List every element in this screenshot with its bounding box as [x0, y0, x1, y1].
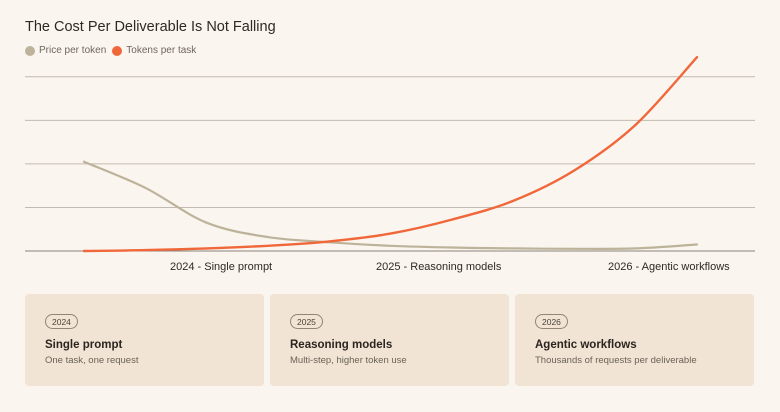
legend-label-tokens: Tokens per task	[126, 45, 197, 56]
x-tick-label-2026: 2026 - Agentic workflows	[608, 261, 730, 273]
series-line-price-per-token	[82, 160, 699, 250]
card-subtitle: Multi-step, higher token use	[290, 355, 407, 366]
year-badge: 2024	[45, 314, 78, 329]
chart-legend: Price per token Tokens per task	[25, 45, 202, 56]
stage-card-2026: 2026 Agentic workflows Thousands of requ…	[515, 294, 754, 386]
card-title: Agentic workflows	[535, 339, 637, 351]
legend-swatch-tokens	[112, 45, 123, 56]
series-line-tokens-per-task	[82, 56, 699, 253]
year-badge: 2026	[535, 314, 568, 329]
year-badge: 2025	[290, 314, 323, 329]
card-title: Reasoning models	[290, 339, 393, 351]
card-subtitle: One task, one request	[45, 355, 139, 366]
chart-title: The Cost Per Deliverable Is Not Falling	[25, 19, 276, 35]
legend-label-price: Price per token	[39, 45, 107, 56]
stage-card-2024: 2024 Single prompt One task, one request	[25, 294, 264, 386]
legend-item-tokens: Tokens per task	[112, 45, 196, 56]
card-subtitle: Thousands of requests per deliverable	[535, 355, 697, 366]
legend-swatch-price	[25, 45, 35, 56]
line-chart	[25, 56, 755, 253]
x-tick-label-2024: 2024 - Single prompt	[170, 261, 273, 273]
legend-item-price: Price per token	[25, 45, 106, 56]
stage-card-2025: 2025 Reasoning models Multi-step, higher…	[270, 294, 509, 386]
x-tick-label-2025: 2025 - Reasoning models	[376, 261, 502, 273]
card-title: Single prompt	[45, 339, 123, 351]
